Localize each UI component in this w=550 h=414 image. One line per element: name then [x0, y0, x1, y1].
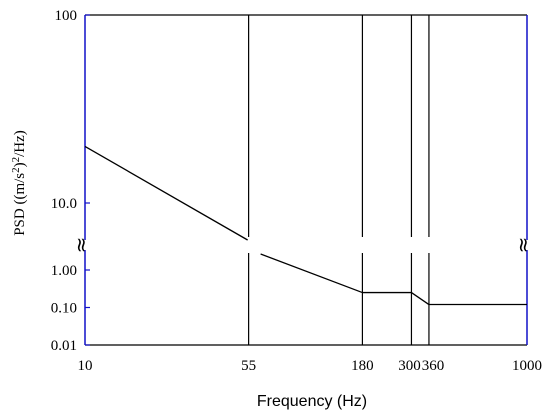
- x-tick-label: 180: [351, 358, 374, 374]
- x-tick-label: 10: [78, 358, 93, 374]
- psd-series: [84, 145, 527, 306]
- series-segment: [260, 253, 363, 294]
- y-tick-label: 100: [55, 8, 78, 24]
- x-tick-label: 1000: [512, 358, 542, 374]
- axis-break-markers: ≈ ≈: [70, 237, 536, 254]
- left-axis-break-marker: ≈: [70, 237, 94, 254]
- series-segment: [84, 145, 248, 241]
- plot-frame: [84, 14, 528, 346]
- y-tick-label: 1.00: [51, 263, 77, 279]
- y-axis-title: PSD ((m/s2)2/Hz): [10, 130, 28, 236]
- y-tick-labels: 10.0 100 0.01 0.10 1.00: [51, 8, 77, 354]
- x-tick-label: 55: [241, 358, 256, 374]
- x-axis-title: Frequency (Hz): [257, 393, 367, 410]
- y-tick-label: 10.0: [51, 196, 77, 212]
- y-tick-label: 0.10: [51, 301, 77, 317]
- series-segment: [411, 292, 430, 306]
- vertical-reference-lines: [248, 15, 430, 345]
- x-tick-label: 300: [398, 358, 421, 374]
- x-tick-labels: 10 55 180 300 360 1000: [78, 358, 543, 374]
- y-tick-label: 0.01: [51, 338, 77, 354]
- right-axis-break-marker: ≈: [512, 237, 536, 254]
- x-tick-label: 360: [422, 358, 445, 374]
